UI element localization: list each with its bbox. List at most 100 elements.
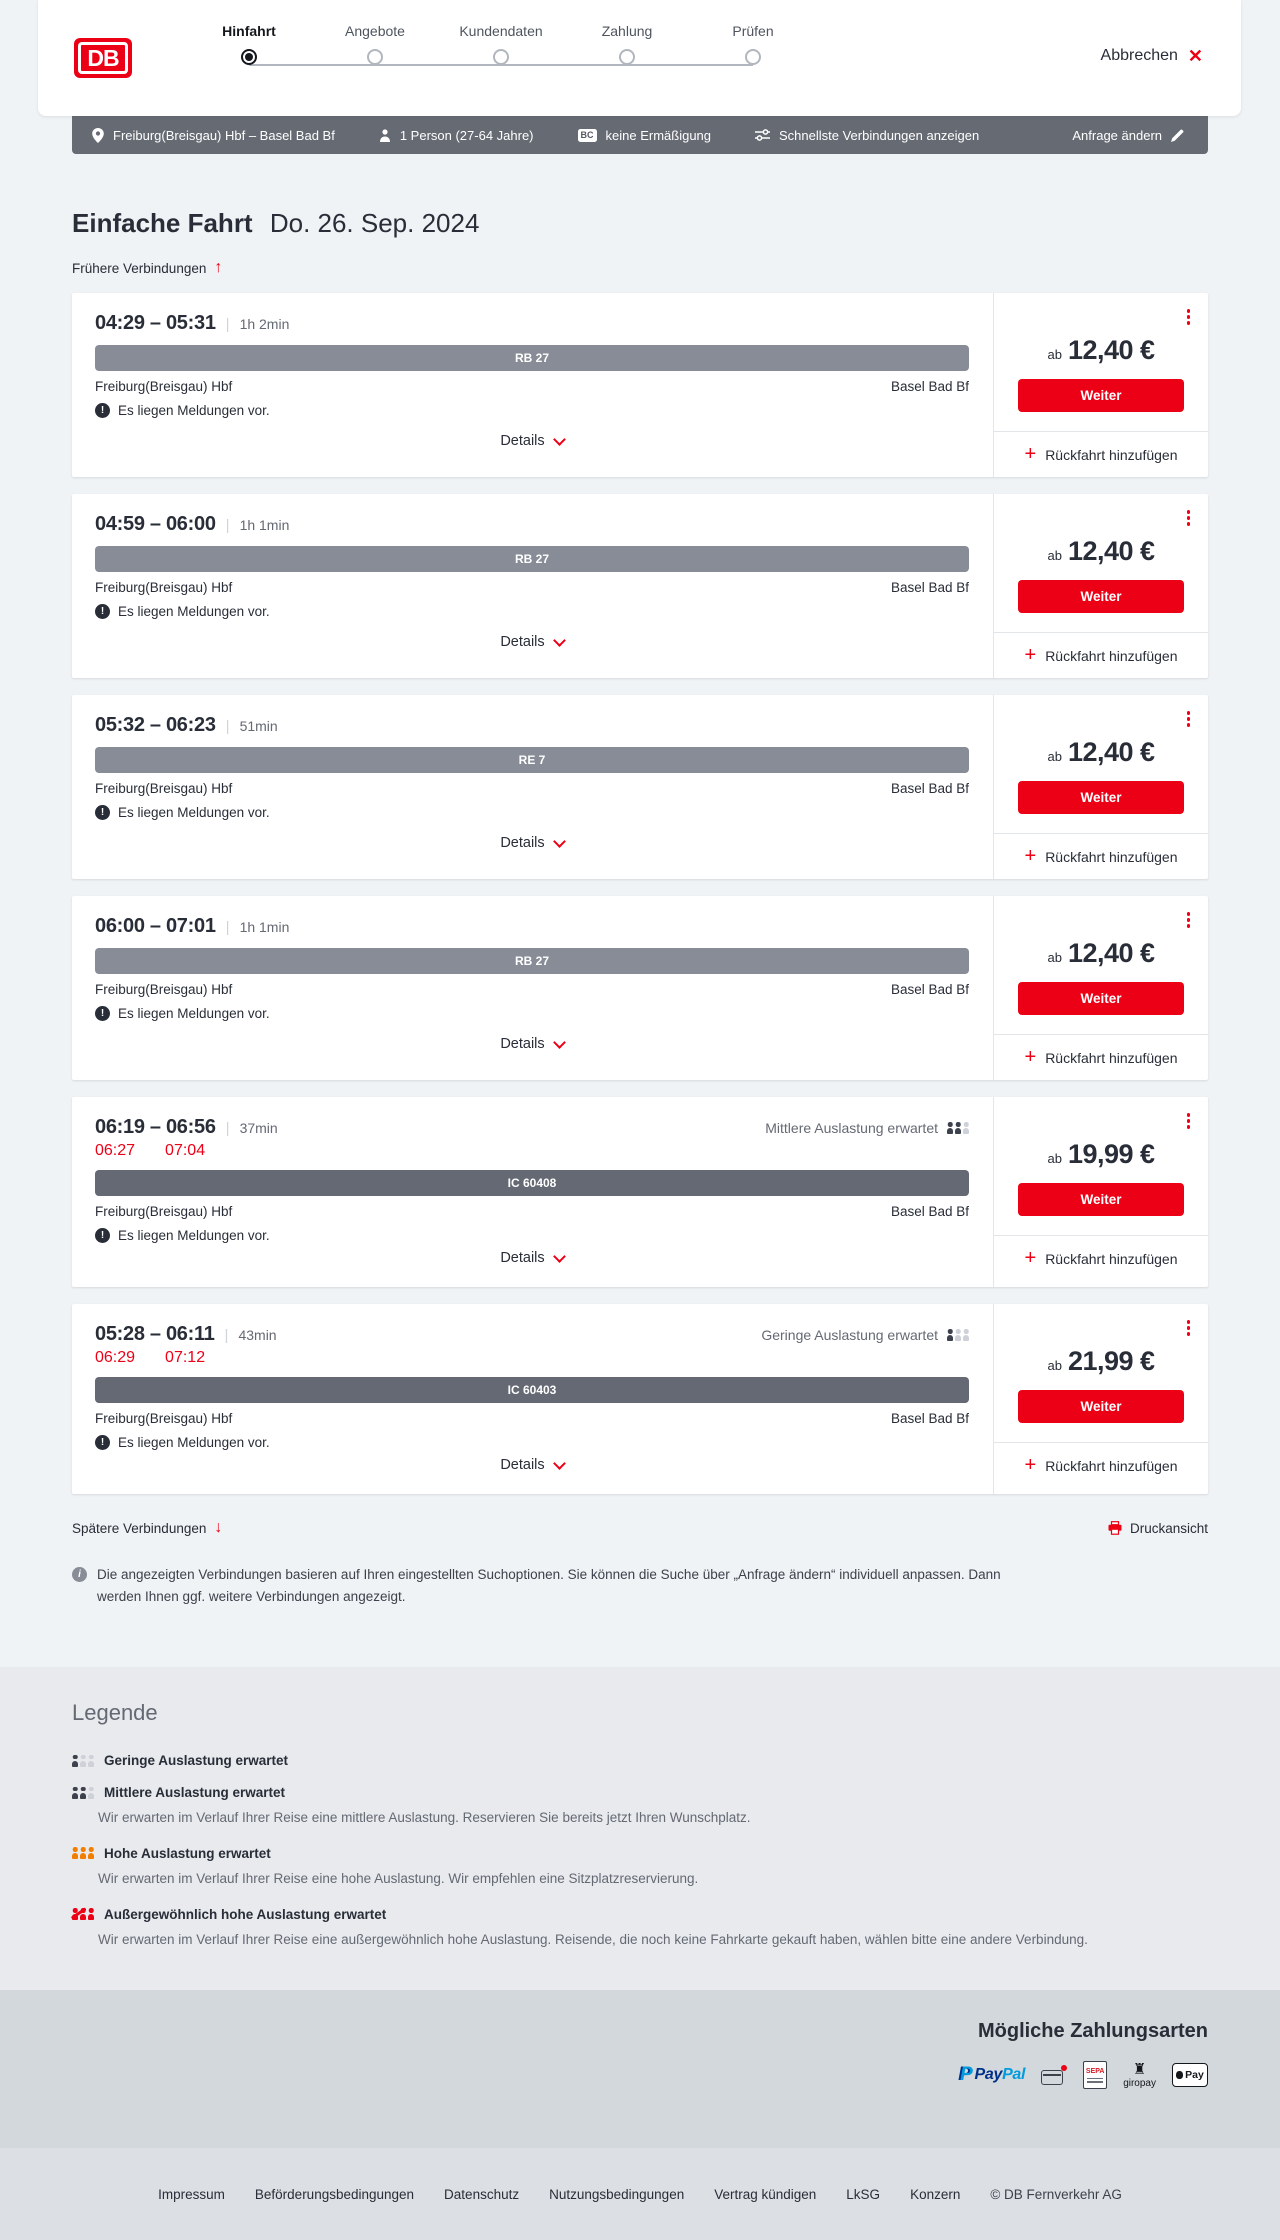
giropay-logo: ♜ giropay [1123,2060,1156,2089]
details-button[interactable]: Details [494,834,569,852]
booking-panel: ab 12,40 € Weiter + Rückfahrt hinzufügen [993,896,1208,1080]
details-label: Details [500,433,545,449]
train-segment-bar[interactable]: RE 7 [95,747,969,773]
details-label: Details [500,1250,545,1266]
chevron-down-icon [552,834,566,848]
footer-link[interactable]: Beförderungsbedingungen [254,2187,415,2202]
details-button[interactable]: Details [494,1456,569,1474]
details-button[interactable]: Details [494,432,569,450]
print-view-label: Druckansicht [1129,1520,1208,1536]
price-line: ab 12,40 € [1047,737,1155,768]
train-segment-bar[interactable]: IC 60408 [95,1170,969,1196]
train-segment-bar[interactable]: RB 27 [95,345,969,371]
price-line: ab 19,99 € [1047,1139,1155,1170]
add-return-button[interactable]: + Rückfahrt hinzufügen [1019,444,1184,465]
footer-link[interactable]: Nutzungsbedingungen [549,2187,685,2202]
continue-button[interactable]: Weiter [1018,781,1184,814]
add-return-button[interactable]: + Rückfahrt hinzufügen [1019,1047,1184,1068]
train-segment-bar[interactable]: IC 60403 [95,1377,969,1403]
connection-duration: 1h 1min [239,919,290,935]
later-connections-button[interactable]: Spätere Verbindungen ↓ [72,1520,222,1536]
separator: | [225,919,230,936]
destination-station: Basel Bad Bf [890,781,969,796]
service-notice: ! Es liegen Meldungen vor. [95,1228,969,1243]
details-label: Details [500,1457,545,1473]
connection-duration: 51min [239,718,278,734]
more-options-button[interactable] [1185,1318,1193,1338]
earlier-connections-button[interactable]: Frühere Verbindungen ↑ [72,260,222,276]
price-prefix: ab [1047,347,1062,362]
earlier-connections-label: Frühere Verbindungen [72,260,207,276]
more-options-button[interactable] [1185,508,1193,528]
modify-request-button[interactable]: Anfrage ändern [1066,127,1190,144]
step-label: Kundendaten [459,23,543,39]
chevron-down-icon [552,1249,566,1263]
details-button[interactable]: Details [494,1249,569,1267]
sepa-direct-debit-icon: SEPA [1083,2061,1108,2089]
chevron-down-icon [552,1456,566,1470]
price: 21,99 € [1067,1346,1155,1376]
train-segment-bar[interactable]: RB 27 [95,546,969,572]
continue-button[interactable]: Weiter [1018,1390,1184,1423]
add-return-button[interactable]: + Rückfahrt hinzufügen [1019,644,1184,666]
location-pin-icon [92,127,104,143]
service-notice: ! Es liegen Meldungen vor. [95,403,969,418]
continue-button[interactable]: Weiter [1018,982,1184,1015]
giropay-tower-icon: ♜ [1132,2060,1147,2078]
connection-list: 04:29 – 05:31 | 1h 2min RB 27 Freiburg(B… [72,293,1208,1494]
train-segment-bar[interactable]: RB 27 [95,948,969,974]
legend-item-label: Hohe Auslastung erwartet [104,1845,271,1861]
separator: | [225,718,230,735]
paypal-logo: P Pay Pal [960,2064,1026,2085]
continue-button[interactable]: Weiter [1018,379,1184,412]
footer-link[interactable]: Datenschutz [444,2187,520,2202]
footer-link[interactable]: Impressum [158,2187,225,2202]
details-button[interactable]: Details [494,633,569,651]
add-return-button[interactable]: + Rückfahrt hinzufügen [1019,846,1184,867]
occupancy-label: Mittlere Auslastung erwartet [765,1120,938,1136]
print-view-button[interactable]: Druckansicht [1108,1521,1208,1536]
add-return-button[interactable]: + Rückfahrt hinzufügen [1019,1455,1184,1476]
booking-panel: ab 19,99 € Weiter + Rückfahrt hinzufügen [993,1097,1208,1287]
stepper-track [249,64,753,66]
apple-icon [1176,2071,1184,2079]
details-button[interactable]: Details [494,1035,569,1053]
connection-card: 06:19 – 06:56 | 37min Mittlere Auslastun… [72,1097,1208,1287]
notice-text: Es liegen Meldungen vor. [118,1006,270,1021]
close-icon: ✕ [1187,46,1203,66]
fastest-connections-toggle[interactable]: Schnellste Verbindungen anzeigen [755,128,979,143]
details-label: Details [500,1036,545,1052]
connection-details-area: 05:28 – 06:11 | 43min Geringe Auslastung… [72,1304,993,1494]
connection-details-area: 04:59 – 06:00 | 1h 1min RB 27 Freiburg(B… [72,494,993,678]
more-options-button[interactable] [1185,1111,1193,1131]
continue-button[interactable]: Weiter [1018,1183,1184,1216]
more-options-button[interactable] [1185,910,1193,930]
connection-card: 04:59 – 06:00 | 1h 1min RB 27 Freiburg(B… [72,494,1208,678]
more-options-button[interactable] [1185,709,1193,729]
legend-item: Hohe Auslastung erwartet Wir erwarten im… [72,1846,1208,1890]
step-circle [745,49,761,65]
db-logo[interactable]: DB [74,38,132,78]
continue-button[interactable]: Weiter [1018,580,1184,613]
more-options-button[interactable] [1185,307,1193,327]
step-label: Zahlung [601,23,653,39]
footer-link[interactable]: LkSG [846,2187,881,2202]
search-summary-bar: Freiburg(Breisgau) Hbf – Basel Bad Bf 1 … [72,116,1208,154]
plus-icon: + [1024,644,1037,666]
train-label: RB 27 [514,351,549,365]
info-note-text: Die angezeigten Verbindungen basieren au… [97,1567,1001,1604]
add-return-button[interactable]: + Rückfahrt hinzufügen [1019,1248,1184,1269]
price-prefix: ab [1047,548,1062,563]
destination-station: Basel Bad Bf [890,379,969,394]
footer-link[interactable]: Vertrag kündigen [714,2187,817,2202]
notice-text: Es liegen Meldungen vor. [118,604,270,619]
progress-step: Prüfen [690,22,816,70]
delayed-departure: 06:29 [95,1349,136,1366]
connection-duration: 37min [239,1120,278,1136]
chevron-down-icon [552,1035,566,1049]
footer-link[interactable]: Konzern [910,2187,961,2202]
service-notice: ! Es liegen Meldungen vor. [95,1006,969,1021]
occupancy-label: Geringe Auslastung erwartet [761,1327,938,1343]
cancel-button[interactable]: Abbrechen ✕ [1095,46,1209,66]
arrow-down-icon: ↓ [214,1519,223,1536]
